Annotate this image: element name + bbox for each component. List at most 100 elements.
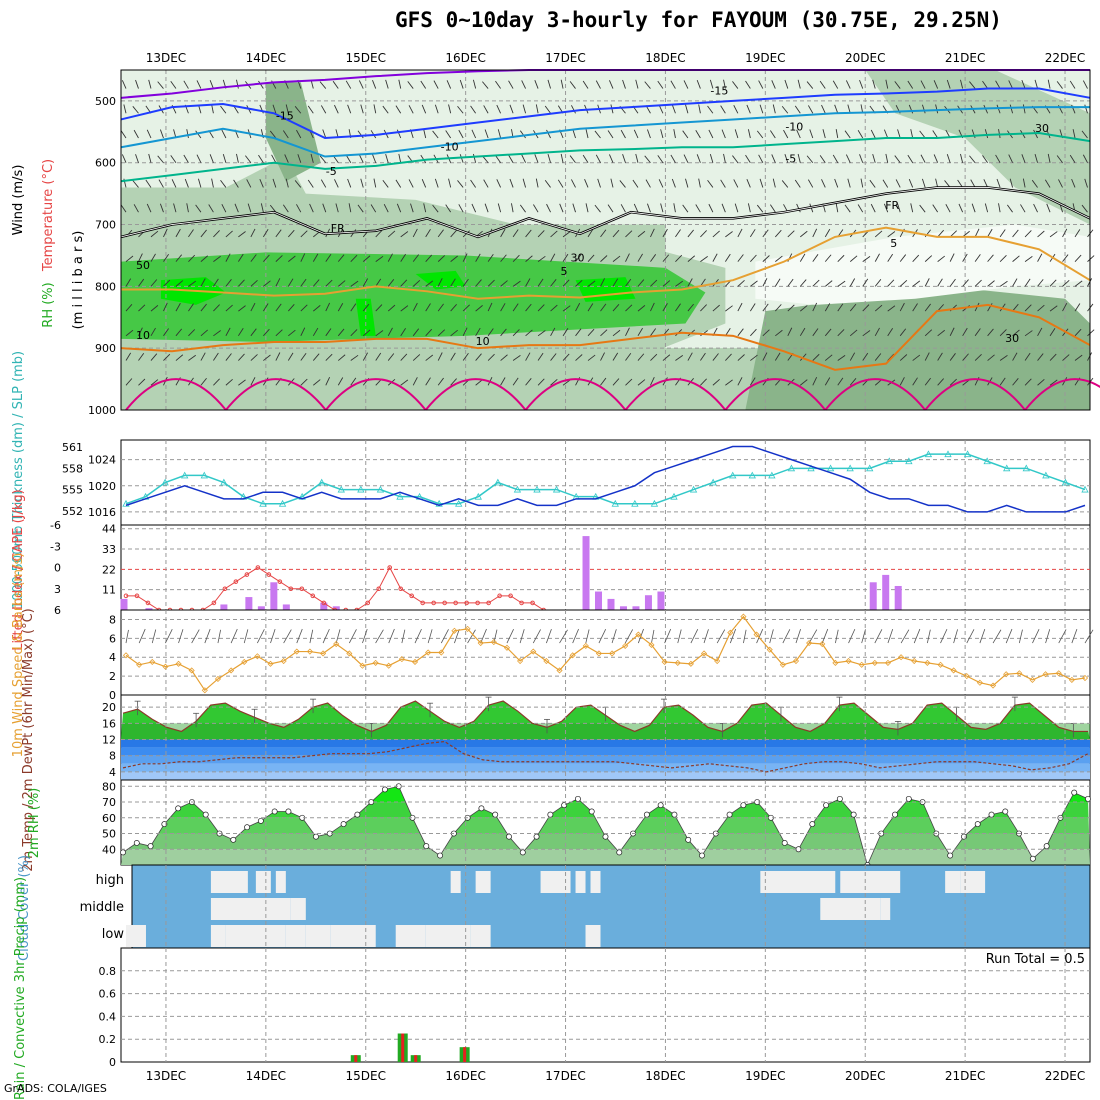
wind-barb: [387, 327, 393, 337]
wind-barb: [550, 279, 557, 287]
contour-label: 5: [890, 237, 897, 250]
isotherm-15-bump: [824, 378, 926, 411]
x-date-label-bottom: 22DEC: [1045, 1069, 1085, 1083]
cloud-block-low: [285, 925, 306, 947]
wind-barb: [546, 203, 551, 213]
wind-barb: [186, 203, 189, 213]
wind-barb: [924, 352, 930, 361]
wind-barb: [550, 304, 558, 312]
wind10m-marker: [845, 657, 852, 665]
wind-barb: [459, 79, 464, 89]
wind-barb: [163, 228, 168, 238]
wind-barb: [721, 203, 726, 213]
wind-barb: [758, 80, 764, 89]
wind-barb: [781, 180, 789, 188]
wind-barb: [920, 80, 926, 89]
wind-barb: [320, 179, 327, 188]
wind-barb: [987, 354, 995, 361]
thickness-line-marker: [513, 485, 522, 493]
wind-barb: [597, 178, 601, 188]
wind-barb: [585, 129, 589, 139]
wind-barb: [497, 129, 502, 139]
wind-barb: [824, 377, 831, 386]
wind-barb: [595, 80, 601, 89]
wind-barb: [250, 228, 256, 238]
wind-barb: [420, 154, 427, 163]
wind10m-barb: [309, 629, 314, 644]
wind-barb: [949, 327, 955, 337]
wind10m-barb: [1005, 628, 1013, 644]
wind-barb: [170, 155, 177, 163]
rh-tick-label: 80: [102, 780, 116, 793]
isotherm-15-bump: [524, 378, 627, 411]
wind-barb: [932, 130, 939, 139]
wind10m-barb: [348, 629, 357, 644]
wind10m-barb: [992, 629, 1002, 644]
wind-barb: [400, 328, 406, 337]
wind-barb: [1087, 255, 1095, 262]
wind-barb: [1069, 80, 1076, 89]
wind-barb: [525, 378, 532, 386]
cloud-block-low: [395, 925, 426, 947]
thickness-line-marker: [357, 485, 365, 493]
wind-barb: [924, 303, 931, 312]
wind-barb: [188, 280, 197, 287]
wind-barb: [1082, 154, 1088, 163]
thickness-line-marker: [826, 464, 835, 472]
wind-barb: [412, 228, 418, 238]
wind-barb: [737, 302, 743, 312]
wind10m-marker: [950, 667, 957, 674]
thickness-line-marker: [1022, 464, 1030, 472]
wind-barb: [1006, 204, 1013, 213]
wind-barb: [625, 304, 633, 312]
wind-barb: [258, 154, 264, 163]
wind10m-barb: [243, 629, 249, 644]
rh-marker: [657, 802, 664, 809]
wind-barb: [996, 178, 1001, 188]
wind-barb: [907, 154, 914, 163]
wind-barb: [159, 129, 164, 139]
wind-barb: [213, 255, 221, 262]
wind-barb: [1034, 79, 1038, 89]
rh-marker: [809, 821, 816, 828]
wind-barb: [337, 280, 346, 287]
wind-barb: [1049, 231, 1058, 238]
wind-barb: [484, 129, 489, 139]
wind-barb: [350, 377, 357, 386]
x-date-label-top: 16DEC: [445, 51, 485, 65]
wind-barb: [300, 253, 306, 262]
wind-barb: [797, 153, 801, 163]
wind-barb: [935, 104, 939, 114]
wind-barb: [350, 354, 359, 361]
cloud-block-high: [840, 871, 901, 893]
wind-barb: [675, 303, 681, 312]
wind-barb: [650, 228, 655, 238]
cloud-block-low: [305, 925, 331, 947]
lifted-index-marker: [233, 579, 239, 584]
wind-barb: [450, 255, 458, 262]
wind-barb: [433, 80, 439, 89]
wind-barb: [211, 178, 214, 188]
thickness-line-marker: [1081, 485, 1089, 493]
thickness-line-marker: [396, 492, 404, 500]
wind-barb: [749, 229, 756, 238]
rh-marker: [230, 836, 237, 843]
wind-barb: [1069, 154, 1076, 163]
wind-barb: [519, 130, 526, 139]
wind-barb: [357, 130, 364, 139]
wind-barb: [275, 303, 282, 312]
wind-barb: [1012, 255, 1020, 262]
lifted-index-marker: [376, 586, 382, 592]
wind-barb: [962, 253, 968, 262]
wind-barb: [423, 129, 427, 139]
wind-barb: [496, 179, 502, 188]
wind-barb: [924, 255, 933, 262]
wind-barb: [759, 104, 764, 114]
wind-barb: [1020, 204, 1026, 213]
wind-barb: [472, 153, 477, 163]
wind-barb: [188, 354, 197, 361]
lifted-index-marker: [365, 600, 371, 606]
wind-tick-label: 6: [109, 632, 116, 645]
wind-barb: [650, 302, 655, 312]
wind10m-barb: [598, 629, 607, 644]
